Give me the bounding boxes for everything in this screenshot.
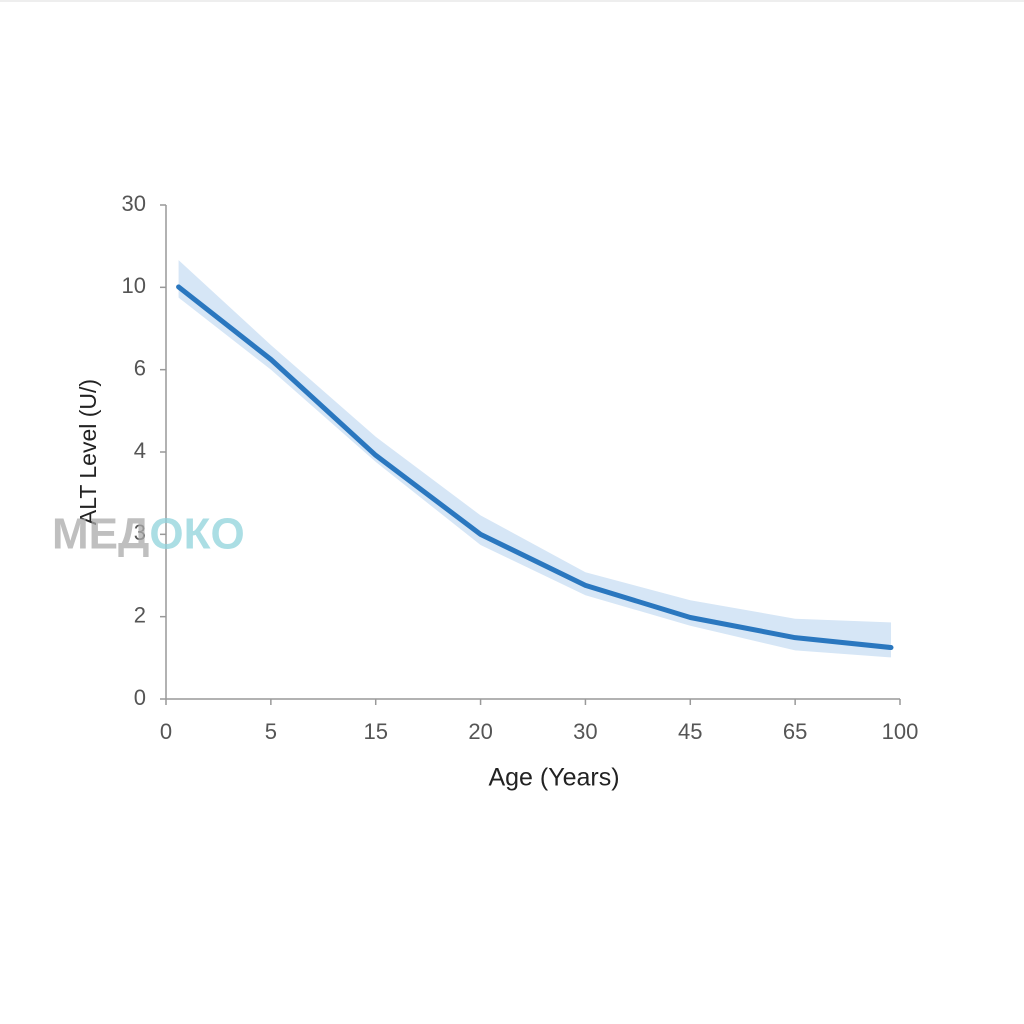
- y-tick-label: 3: [134, 520, 146, 545]
- x-tick-label: 15: [363, 719, 387, 744]
- y-axis-label: ALT Level (U/): [75, 379, 101, 525]
- y-tick-label: 6: [134, 355, 146, 380]
- watermark: МЕД: [52, 510, 149, 559]
- x-tick-label: 65: [783, 719, 807, 744]
- y-tick-label: 30: [122, 191, 146, 216]
- x-tick-label: 100: [882, 719, 919, 744]
- y-tick-label: 10: [122, 273, 146, 298]
- y-tick-label: 2: [134, 602, 146, 627]
- data-line: [176, 284, 894, 651]
- y-tick-label: 4: [134, 438, 146, 463]
- x-tick-label: 20: [468, 719, 492, 744]
- x-axis-label: Age (Years): [488, 764, 619, 792]
- watermark: ОКО: [149, 510, 244, 559]
- x-tick-label: 30: [573, 719, 597, 744]
- y-tick-label: 0: [134, 685, 146, 710]
- x-tick-label: 45: [678, 719, 702, 744]
- x-tick-label: 5: [265, 719, 277, 744]
- x-tick-label: 0: [160, 719, 172, 744]
